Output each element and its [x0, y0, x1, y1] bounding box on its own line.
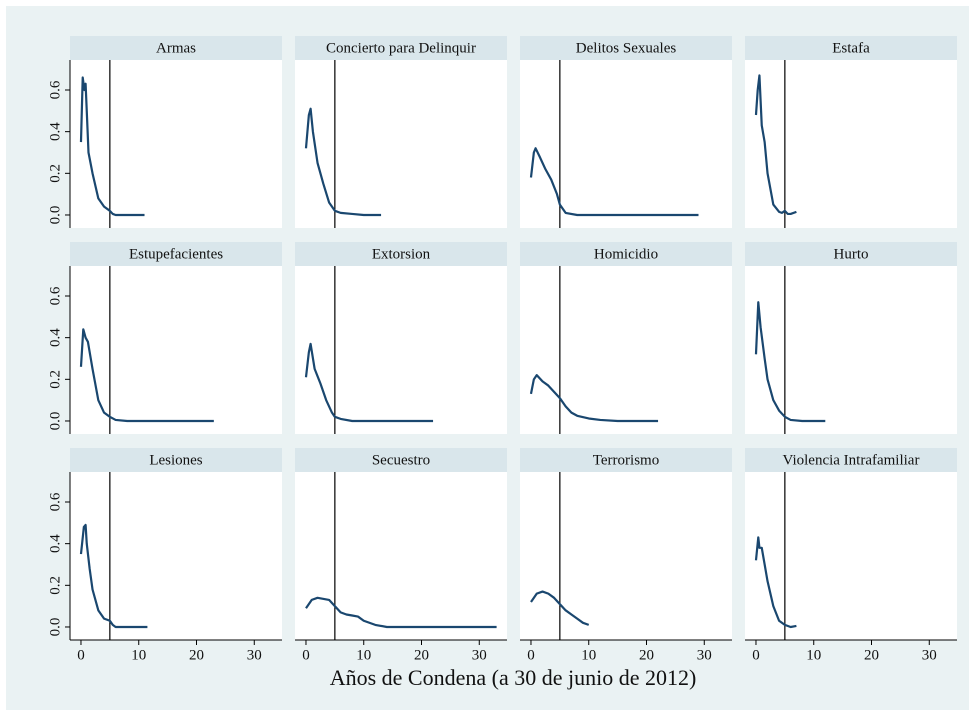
panel-header	[295, 36, 507, 60]
plot-area	[520, 266, 732, 434]
density-line	[529, 374, 659, 423]
panel-title: Delitos Sexuales	[576, 40, 677, 56]
plot-area	[520, 472, 732, 640]
panel-title: Hurto	[834, 246, 869, 262]
x-tick-label: 20	[189, 647, 204, 663]
plot-area	[295, 60, 507, 228]
y-tick-label: 0.4	[47, 122, 63, 141]
plot-area	[745, 472, 957, 640]
panel-header	[295, 448, 507, 472]
density-line	[529, 147, 699, 217]
x-tick-label: 10	[806, 647, 821, 663]
density-line	[754, 74, 797, 216]
y-tick-label: 0.2	[47, 576, 63, 595]
y-tick-label: 0.2	[47, 370, 63, 389]
panel-header	[520, 36, 732, 60]
panel-title: Estafa	[832, 40, 870, 56]
y-tick-label: 0.2	[47, 164, 63, 183]
panel-title: Violencia Intrafamiliar	[783, 452, 920, 468]
panel-title: Terrorismo	[593, 452, 659, 468]
plot-area	[70, 472, 282, 640]
density-line	[79, 76, 145, 217]
panel-header	[70, 36, 282, 60]
x-tick-label: 30	[697, 647, 712, 663]
plot-area	[520, 60, 732, 228]
density-line	[79, 523, 148, 629]
plot-area	[745, 266, 957, 434]
x-tick-label: 0	[752, 647, 760, 663]
y-tick-label: 0.6	[47, 492, 63, 511]
density-line	[79, 328, 214, 423]
panel-header	[70, 242, 282, 266]
plot-area	[745, 60, 957, 228]
panel-title: Extorsion	[372, 246, 431, 262]
panel-title: Estupefacientes	[129, 246, 223, 262]
x-tick-label: 20	[864, 647, 879, 663]
panel-title: Concierto para Delinquir	[326, 40, 476, 56]
x-tick-label: 30	[472, 647, 487, 663]
x-tick-label: 10	[581, 647, 596, 663]
x-tick-label: 30	[922, 647, 937, 663]
x-axis-title: Años de Condena (a 30 de junio de 2012)	[330, 665, 697, 690]
panel-header	[745, 448, 957, 472]
x-tick-label: 0	[527, 647, 535, 663]
panel-header	[295, 242, 507, 266]
density-line	[304, 107, 382, 217]
plot-area	[70, 266, 282, 434]
y-tick-label: 0.0	[47, 206, 63, 225]
panel-header	[520, 448, 732, 472]
panel-title: Secuestro	[372, 452, 430, 468]
x-tick-label: 30	[247, 647, 262, 663]
density-line	[304, 342, 434, 423]
density-line	[530, 590, 590, 626]
panel-title: Homicidio	[594, 246, 658, 262]
x-tick-label: 0	[302, 647, 310, 663]
density-line	[754, 301, 826, 423]
panel-header	[520, 242, 732, 266]
plot-area	[295, 472, 507, 640]
y-tick-label: 0.6	[47, 286, 63, 305]
y-tick-label: 0.0	[47, 412, 63, 431]
panel-title: Lesiones	[149, 452, 202, 468]
x-tick-label: 10	[131, 647, 146, 663]
x-tick-label: 20	[639, 647, 654, 663]
plot-area	[70, 60, 282, 228]
y-tick-label: 0.0	[47, 618, 63, 637]
plot-area	[295, 266, 507, 434]
y-tick-label: 0.4	[47, 534, 63, 553]
x-tick-label: 0	[77, 647, 85, 663]
x-tick-label: 20	[414, 647, 429, 663]
panel-header	[70, 448, 282, 472]
panel-header	[745, 36, 957, 60]
panel-title: Armas	[156, 40, 196, 56]
y-tick-label: 0.4	[47, 328, 63, 347]
y-tick-label: 0.6	[47, 80, 63, 99]
density-line	[754, 536, 797, 629]
panel-header	[745, 242, 957, 266]
density-line	[305, 596, 497, 629]
x-tick-label: 10	[356, 647, 371, 663]
